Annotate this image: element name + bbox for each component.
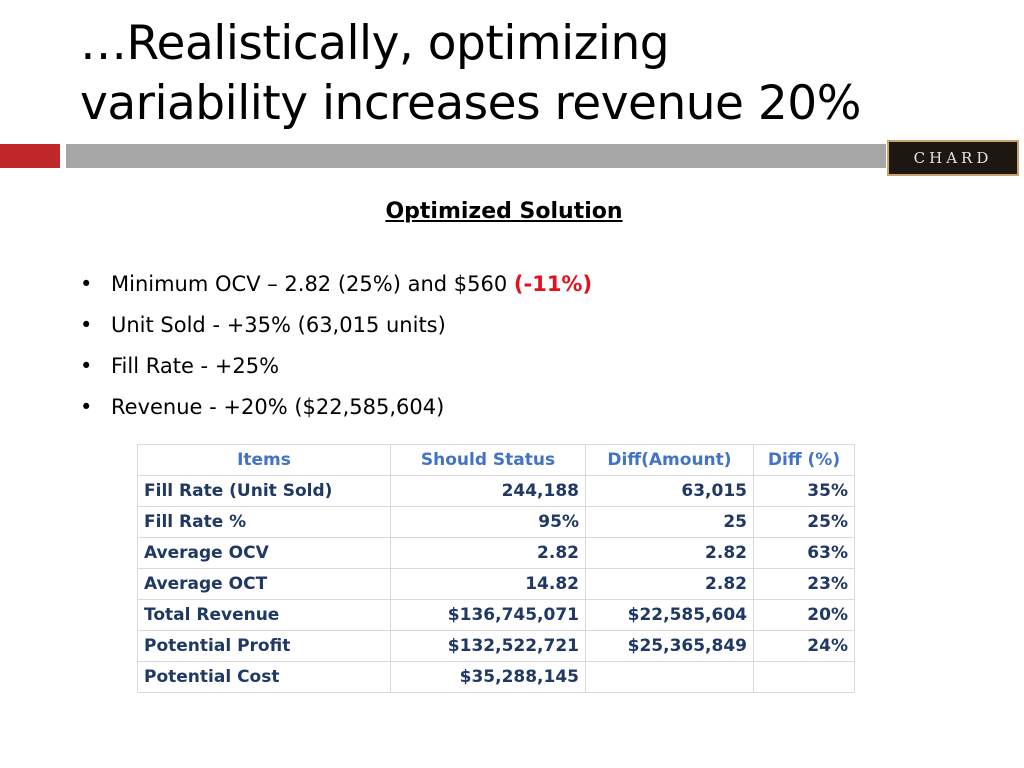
- cell-diff-percent: [753, 661, 855, 693]
- table-row: Average OCV 2.82 2.82 63%: [137, 537, 855, 569]
- table-row: Total Revenue $136,745,071 $22,585,604 2…: [137, 599, 855, 631]
- bullet-item: • Revenue - +20% ($22,585,604): [80, 387, 592, 428]
- bullet-icon: •: [80, 395, 93, 419]
- cell-should-status: $136,745,071: [390, 599, 586, 631]
- cell-diff-amount: $22,585,604: [585, 599, 754, 631]
- bullet-item: • Unit Sold - +35% (63,015 units): [80, 305, 592, 346]
- cell-diff-amount: 2.82: [585, 537, 754, 569]
- column-header-diff-percent: Diff (%): [753, 444, 855, 476]
- cell-item: Fill Rate %: [137, 506, 391, 538]
- bullet-text: Revenue - +20% ($22,585,604): [111, 395, 445, 419]
- cell-diff-percent: 35%: [753, 475, 855, 507]
- cell-diff-percent: 25%: [753, 506, 855, 538]
- bullet-icon: •: [80, 354, 93, 378]
- cell-should-status: 2.82: [390, 537, 586, 569]
- cell-item: Potential Profit: [137, 630, 391, 662]
- cell-diff-percent: 23%: [753, 568, 855, 600]
- title-line-2: variability increases revenue 20%: [80, 76, 861, 131]
- bullet-icon: •: [80, 313, 93, 337]
- bullet-text: Minimum OCV – 2.82 (25%) and $560: [111, 272, 514, 296]
- cell-diff-percent: 24%: [753, 630, 855, 662]
- cell-diff-amount: 2.82: [585, 568, 754, 600]
- table-header-row: Items Should Status Diff(Amount) Diff (%…: [137, 444, 855, 476]
- cell-item: Average OCV: [137, 537, 391, 569]
- bullet-text: Unit Sold - +35% (63,015 units): [111, 313, 446, 337]
- cell-item: Total Revenue: [137, 599, 391, 631]
- cell-diff-amount: [585, 661, 754, 693]
- table-row: Fill Rate % 95% 25 25%: [137, 506, 855, 538]
- table-row: Average OCT 14.82 2.82 23%: [137, 568, 855, 600]
- cell-item: Potential Cost: [137, 661, 391, 693]
- bullet-item: • Minimum OCV – 2.82 (25%) and $560 (-11%…: [80, 264, 592, 305]
- cell-should-status: 14.82: [390, 568, 586, 600]
- accent-bar-gray: [66, 144, 886, 168]
- cell-should-status: 244,188: [390, 475, 586, 507]
- slide-title: …Realistically, optimizing variability i…: [80, 14, 980, 134]
- logo-text: CHARD: [913, 149, 993, 167]
- table-row: Potential Cost $35,288,145: [137, 661, 855, 693]
- bullet-icon: •: [80, 272, 93, 296]
- table-row: Potential Profit $132,522,721 $25,365,84…: [137, 630, 855, 662]
- bullet-list: • Minimum OCV – 2.82 (25%) and $560 (-11%…: [80, 264, 592, 428]
- accent-bar-red: [0, 144, 60, 168]
- cell-diff-amount: 25: [585, 506, 754, 538]
- title-line-1: …Realistically, optimizing: [80, 16, 670, 71]
- chard-logo: CHARD: [887, 140, 1019, 176]
- cell-should-status: $132,522,721: [390, 630, 586, 662]
- column-header-diff-amount: Diff(Amount): [585, 444, 754, 476]
- cell-item: Fill Rate (Unit Sold): [137, 475, 391, 507]
- bullet-item: • Fill Rate - +25%: [80, 346, 592, 387]
- cell-should-status: 95%: [390, 506, 586, 538]
- column-header-should-status: Should Status: [390, 444, 586, 476]
- cell-item: Average OCT: [137, 568, 391, 600]
- table-row: Fill Rate (Unit Sold) 244,188 63,015 35%: [137, 475, 855, 507]
- cell-diff-percent: 20%: [753, 599, 855, 631]
- column-header-items: Items: [137, 444, 391, 476]
- cell-should-status: $35,288,145: [390, 661, 586, 693]
- section-heading: Optimized Solution: [385, 199, 623, 224]
- cell-diff-amount: 63,015: [585, 475, 754, 507]
- bullet-text: Fill Rate - +25%: [111, 354, 280, 378]
- bullet-highlight: (-11%): [513, 272, 593, 296]
- results-table: Items Should Status Diff(Amount) Diff (%…: [137, 444, 855, 693]
- cell-diff-amount: $25,365,849: [585, 630, 754, 662]
- cell-diff-percent: 63%: [753, 537, 855, 569]
